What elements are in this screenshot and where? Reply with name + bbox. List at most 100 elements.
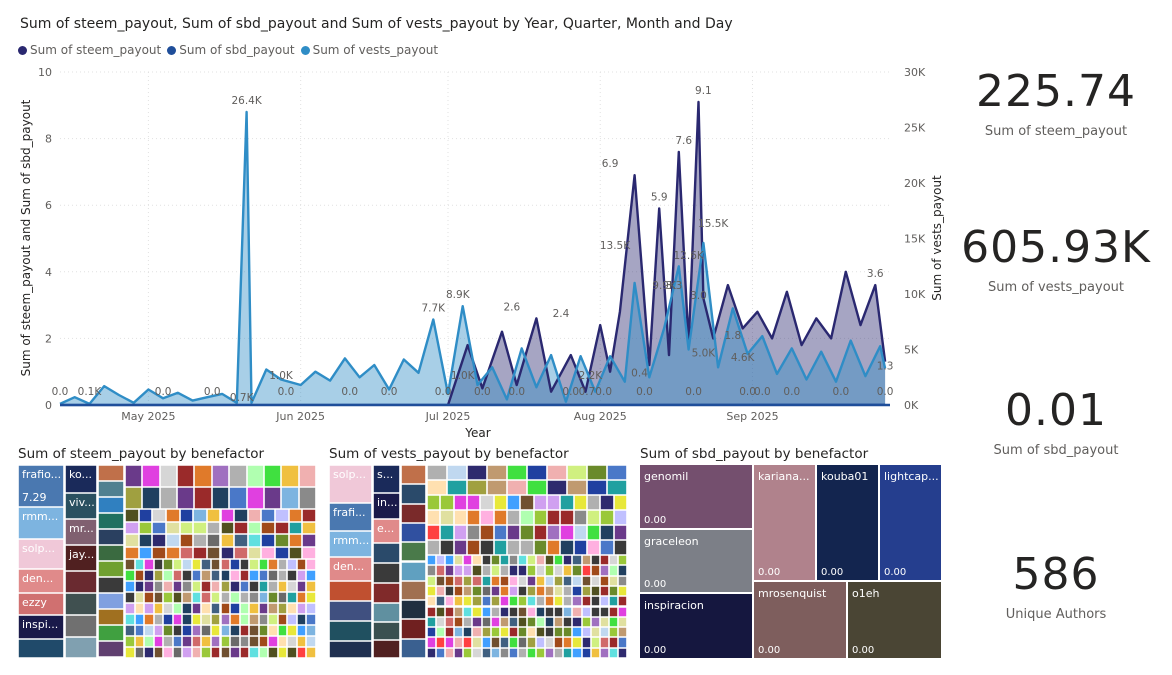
treemap-tile[interactable] bbox=[401, 503, 426, 523]
treemap-tile[interactable] bbox=[172, 592, 183, 603]
treemap-tile[interactable] bbox=[134, 614, 145, 625]
treemap-tile[interactable] bbox=[572, 616, 582, 628]
treemap-tile[interactable] bbox=[134, 581, 145, 592]
treemap-tile[interactable] bbox=[134, 647, 145, 658]
treemap-tile[interactable] bbox=[125, 581, 135, 592]
treemap-tile[interactable] bbox=[493, 495, 507, 510]
treemap-tile[interactable] bbox=[463, 585, 473, 597]
treemap-tile[interactable] bbox=[608, 616, 618, 628]
treemap-tile[interactable] bbox=[563, 596, 573, 607]
treemap-tile[interactable] bbox=[481, 637, 491, 648]
treemap-tile[interactable] bbox=[249, 559, 259, 570]
treemap-tile[interactable] bbox=[581, 565, 591, 576]
treemap-tile[interactable] bbox=[554, 585, 564, 597]
treemap-tile[interactable] bbox=[306, 647, 316, 658]
treemap-tile[interactable] bbox=[125, 592, 135, 603]
treemap-tile[interactable] bbox=[517, 585, 527, 597]
treemap-tile[interactable] bbox=[296, 625, 307, 636]
treemap-tile[interactable] bbox=[220, 534, 235, 547]
treemap-tile[interactable] bbox=[481, 596, 491, 607]
treemap-tile[interactable] bbox=[287, 570, 297, 581]
treemap-tile[interactable] bbox=[144, 559, 154, 570]
treemap-tile[interactable] bbox=[590, 647, 600, 658]
treemap-tile[interactable] bbox=[480, 540, 494, 555]
treemap-tile[interactable] bbox=[194, 487, 212, 509]
treemap-tile[interactable] bbox=[249, 592, 259, 603]
treemap-tile[interactable] bbox=[211, 487, 230, 509]
treemap-tile[interactable] bbox=[401, 638, 426, 658]
treemap-tile[interactable] bbox=[508, 565, 518, 576]
treemap-tile[interactable] bbox=[572, 565, 582, 576]
treemap-tile[interactable] bbox=[201, 614, 211, 625]
treemap-tile[interactable] bbox=[617, 565, 627, 576]
treemap-tile[interactable] bbox=[401, 580, 426, 601]
treemap-tile[interactable] bbox=[98, 513, 124, 529]
treemap-tile[interactable] bbox=[125, 465, 143, 487]
treemap-tile[interactable] bbox=[373, 640, 400, 658]
treemap-tile[interactable] bbox=[201, 570, 211, 581]
treemap-tile[interactable] bbox=[545, 596, 555, 607]
treemap-tile[interactable] bbox=[436, 647, 446, 658]
treemap-tile[interactable] bbox=[527, 555, 537, 566]
treemap-tile[interactable] bbox=[329, 601, 372, 621]
treemap-tile[interactable] bbox=[508, 616, 518, 628]
treemap-tile[interactable] bbox=[463, 596, 473, 607]
treemap-tile[interactable] bbox=[445, 627, 455, 638]
treemap-tile[interactable] bbox=[249, 636, 259, 647]
treemap-tile[interactable] bbox=[600, 525, 614, 540]
treemap-tile[interactable] bbox=[125, 636, 135, 647]
treemap-tile[interactable] bbox=[547, 495, 561, 510]
treemap-tile[interactable] bbox=[179, 509, 194, 522]
treemap-tile[interactable] bbox=[617, 575, 627, 586]
treemap-tile[interactable] bbox=[445, 606, 455, 617]
treemap-tile[interactable] bbox=[220, 570, 231, 581]
treemap-tile[interactable] bbox=[608, 637, 618, 648]
treemap-tile[interactable] bbox=[517, 616, 527, 628]
treemap-tile[interactable]: lightcap... 0.00 bbox=[880, 465, 941, 580]
treemap-tile[interactable]: rmm... bbox=[329, 531, 372, 557]
treemap-tile[interactable]: graceleon 0.00 bbox=[640, 530, 752, 592]
treemap-tile[interactable] bbox=[563, 647, 573, 658]
treemap-tile[interactable]: frafi... bbox=[329, 503, 372, 531]
treemap-tile[interactable] bbox=[454, 565, 464, 576]
treemap-tile[interactable] bbox=[172, 581, 183, 592]
treemap-tile[interactable] bbox=[536, 575, 546, 586]
treemap-tile[interactable] bbox=[153, 603, 164, 614]
treemap-tile[interactable] bbox=[545, 555, 555, 566]
treemap-tile[interactable] bbox=[436, 585, 446, 597]
treemap-tile[interactable] bbox=[472, 616, 482, 628]
treemap-tile[interactable] bbox=[210, 570, 221, 581]
treemap-tile[interactable] bbox=[581, 596, 591, 607]
treemap-tile[interactable] bbox=[153, 625, 164, 636]
treemap-tile[interactable] bbox=[617, 555, 627, 566]
treemap-tile[interactable] bbox=[277, 636, 288, 647]
treemap-tile[interactable] bbox=[206, 509, 221, 522]
treemap-tile[interactable] bbox=[153, 559, 164, 570]
treemap-tile[interactable] bbox=[159, 487, 178, 509]
treemap-tile[interactable] bbox=[563, 627, 573, 638]
treemap-tile[interactable] bbox=[125, 521, 139, 534]
treemap-tile[interactable] bbox=[481, 616, 491, 628]
treemap-tile[interactable] bbox=[547, 465, 567, 480]
treemap-tile[interactable] bbox=[275, 521, 289, 534]
treemap-tile[interactable] bbox=[427, 637, 437, 648]
treemap-tile[interactable] bbox=[125, 487, 143, 509]
treemap-tile[interactable] bbox=[617, 616, 627, 628]
treemap-tile[interactable] bbox=[249, 581, 259, 592]
treemap-tile[interactable] bbox=[275, 546, 289, 559]
treemap-tile[interactable] bbox=[547, 480, 567, 495]
treemap-tile[interactable] bbox=[436, 616, 446, 628]
treemap-tile[interactable] bbox=[427, 606, 437, 617]
treemap-tile[interactable] bbox=[144, 625, 154, 636]
treemap-tile[interactable] bbox=[463, 575, 473, 586]
treemap-tile[interactable] bbox=[536, 627, 546, 638]
treemap-tile[interactable] bbox=[490, 575, 500, 586]
treemap-tile[interactable] bbox=[587, 480, 607, 495]
treemap-tile[interactable] bbox=[134, 592, 145, 603]
treemap-tile[interactable] bbox=[210, 636, 221, 647]
treemap-tile[interactable] bbox=[230, 603, 240, 614]
treemap-tile[interactable] bbox=[210, 647, 221, 658]
treemap-tile[interactable] bbox=[144, 636, 154, 647]
treemap-tile[interactable] bbox=[527, 596, 537, 607]
treemap-tile[interactable] bbox=[298, 487, 316, 509]
